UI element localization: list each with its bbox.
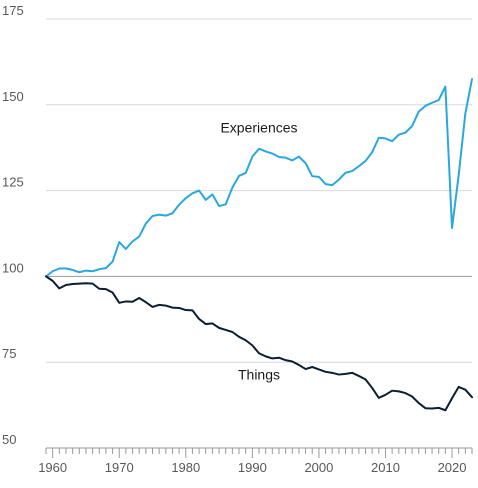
y-axis-ticks: 50 75 100 125 150 175	[2, 3, 24, 447]
y-tick-label-75: 75	[2, 346, 16, 361]
y-tick-label-50: 50	[2, 432, 16, 447]
series-labels: Experiences Things	[220, 119, 297, 382]
x-tick-label-2020: 2020	[438, 460, 467, 475]
gridlines	[46, 18, 472, 363]
y-tick-label-100: 100	[2, 260, 24, 275]
x-tick-label-1990: 1990	[238, 460, 267, 475]
series-label-things: Things	[238, 366, 280, 382]
x-tick-label-1980: 1980	[171, 460, 200, 475]
x-tick-label-1960: 1960	[38, 460, 67, 475]
y-tick-label-175: 175	[2, 3, 24, 18]
series-line-things	[45, 275, 473, 412]
x-axis: 1960 1970 1980 1990 2000 2010 2020	[38, 447, 473, 475]
series-label-experiences: Experiences	[220, 119, 297, 135]
series-line-experiences	[45, 78, 473, 278]
series-lines	[45, 78, 473, 412]
y-tick-label-150: 150	[2, 89, 24, 104]
x-tick-label-2010: 2010	[371, 460, 400, 475]
y-tick-label-125: 125	[2, 175, 24, 190]
x-tick-label-1970: 1970	[105, 460, 134, 475]
x-tick-label-2000: 2000	[304, 460, 333, 475]
